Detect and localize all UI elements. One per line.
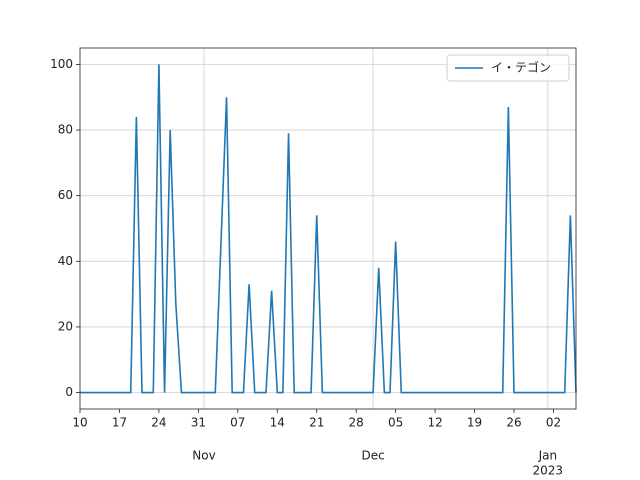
y-tick-label: 20 [58,319,73,333]
x-tick-label: 24 [151,416,166,430]
x-tick-label: 31 [191,416,206,430]
x-tick-label: 05 [388,416,403,430]
month-label: Dec [361,449,384,463]
year-label: 2023 [533,464,564,478]
x-tick-label: 07 [230,416,245,430]
x-tick-label: 14 [270,416,285,430]
y-tick-label: 80 [58,123,73,137]
x-tick-label: 17 [112,416,127,430]
y-tick-label: 60 [58,188,73,202]
legend-box [446,54,570,82]
y-tick-label: 0 [65,385,73,399]
x-tick-label: 19 [467,416,482,430]
month-label: Nov [192,449,215,463]
x-tick-label: 21 [309,416,324,430]
x-tick-label: 28 [349,416,364,430]
plot-frame [79,47,577,410]
line [80,64,577,394]
y-tick-label: 100 [50,57,73,71]
x-tick-label: 26 [506,416,521,430]
y-tick-label: 40 [58,254,73,268]
legend: イ・テゴン [446,54,570,82]
x-tick-label: 10 [72,416,87,430]
legend-label: イ・テゴン [491,60,551,75]
month-label: Jan [538,449,558,463]
x-tick-label: 12 [427,416,442,430]
x-tick-label: 02 [546,416,561,430]
